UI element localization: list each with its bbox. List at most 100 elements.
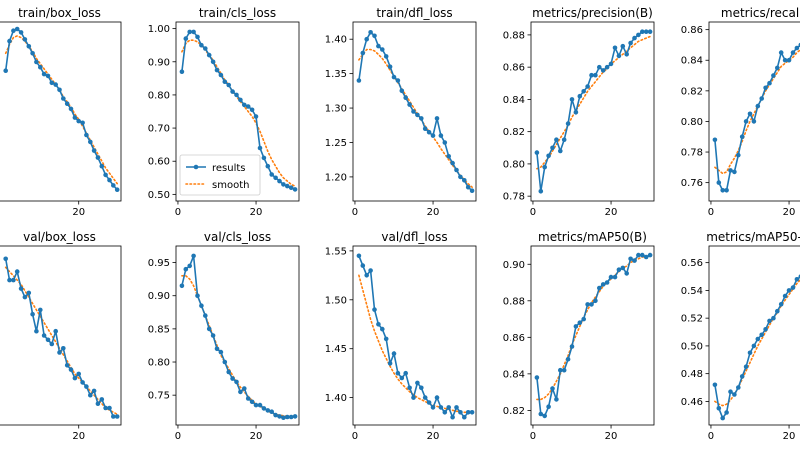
plot-area [712,274,800,421]
results-point [30,311,35,317]
results-point [465,184,471,190]
results-point [465,410,471,415]
results-point [14,269,20,274]
y-tick-label: 0.82 [503,127,525,138]
subplot-3: train/dfl_loss 0 20 1.20 1.25 1.30 1.35 1.40 [325,6,477,218]
results-point [624,271,629,276]
results-point [380,326,385,332]
results-point [88,139,93,145]
results-point [565,356,571,362]
subplot-title: metrics/mAP50(B) [538,230,647,244]
results-point [45,337,51,343]
x-tick-label: 0 [352,431,358,442]
y-tick-label: 1.20 [325,172,347,183]
results-point [195,34,200,40]
y-tick-label: 1.35 [325,69,347,80]
results-point [558,367,563,373]
legend-smooth-label: smooth [212,180,249,191]
results-point [636,252,641,258]
results-point [199,42,204,48]
x-tick-label: 0 [530,207,536,218]
results-point [454,167,459,173]
results-point [581,89,586,94]
results-point [26,290,32,296]
axes-frame [708,245,800,426]
results-point [446,154,452,159]
results-point [95,155,101,160]
x-tick-label: 0 [708,431,714,442]
subplot-10: metrics/mAP50-95(B) 0 20 0.46 0.48 0.50 0.52 0.… [681,230,800,442]
results-point [434,116,440,121]
legend-box [179,154,261,196]
results-point [368,30,373,35]
results-point [462,178,467,183]
results-point [739,134,745,139]
results-point [612,274,618,280]
y-tick-label: 0.80 [148,90,170,101]
results-point [458,410,463,415]
results-point [600,68,606,73]
results-point [356,78,362,83]
results-point [608,274,614,280]
results-point [114,414,120,419]
results-point [442,410,448,415]
results-point [759,332,764,338]
results-point [226,369,231,375]
results-point [288,414,294,420]
results-point [469,188,475,193]
x-tick-label: 20 [250,431,263,442]
results-point [554,397,559,402]
results-point [7,277,12,283]
results-point [782,57,788,63]
x-tick-label: 20 [250,207,263,218]
y-tick-label: 0.48 [681,369,703,380]
x-tick-label: 20 [783,207,796,218]
results-point [368,268,373,273]
results-point [755,103,761,109]
legend-results-label: results [212,163,246,174]
results-point [41,71,47,77]
results-point [265,163,271,169]
y-tick-label: 0.52 [681,314,703,325]
results-point [597,64,602,70]
results-point [95,401,101,407]
results-point [415,380,420,386]
x-tick-label: 20 [72,431,85,442]
subplot-7: val/cls_loss 0 20 0.75 0.80 0.85 0.90 0.95 [148,230,300,442]
results-point [238,389,243,395]
x-tick-label: 0 [352,207,358,218]
x-tick-label: 20 [427,431,440,442]
results-point [285,414,290,420]
results-point [728,168,733,173]
results-point [778,302,784,307]
results-point [647,252,653,258]
results-point [64,101,70,106]
y-tick-label: 1.45 [325,344,347,355]
results-point [407,385,412,391]
axes-frame [530,245,655,426]
results-point [724,410,729,415]
results-point [11,28,16,33]
y-tick-label: 0.90 [148,57,170,68]
results-point [57,350,62,355]
results-point [218,72,224,78]
results-point [732,392,737,397]
smooth-series-line [714,49,800,175]
results-point [422,126,428,131]
x-tick-label: 20 [783,431,796,442]
y-tick-label: 0.80 [503,159,525,170]
y-tick-label: 0.78 [681,148,703,159]
results-point [763,327,768,332]
results-point [242,386,247,391]
subplot-title: metrics/recall(B) [721,6,800,20]
results-point [604,64,610,70]
x-tick-label: 20 [605,207,618,218]
y-tick-label: 0.54 [681,286,703,297]
results-point [191,253,196,259]
results-point [569,97,575,102]
results-point [206,52,212,58]
results-point [22,294,28,300]
results-point [76,371,81,377]
results-point [728,389,733,395]
plot-area [534,29,653,194]
